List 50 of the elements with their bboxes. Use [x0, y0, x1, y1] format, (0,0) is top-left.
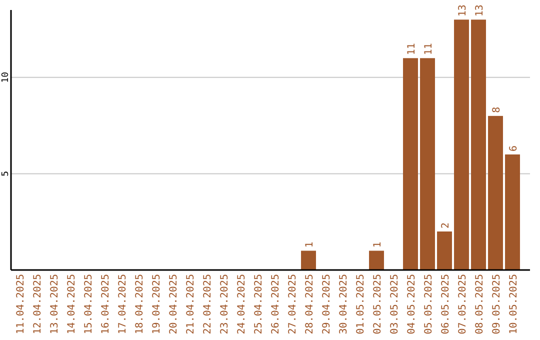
bar: [301, 250, 316, 270]
data-label: 13: [474, 4, 486, 17]
x-tick-label: 05.05.2025: [424, 274, 434, 334]
data-label: 11: [424, 43, 434, 56]
bar: [403, 58, 418, 270]
x-tick-label: 07.05.2025: [458, 274, 468, 334]
x-tick-label: 27.04.2025: [288, 274, 298, 334]
bar: [420, 58, 435, 270]
x-tick-label: 02.05.2025: [372, 274, 384, 334]
y-tick-label: 10: [1, 72, 11, 83]
bar: [369, 250, 384, 270]
y-tick-label: 5: [1, 170, 11, 176]
x-tick-label: 24.04.2025: [236, 274, 248, 334]
x-tick-label: 29.04.2025: [322, 274, 332, 334]
x-tick-label: 03.05.2025: [390, 274, 400, 334]
x-tick-label: 20.04.2025: [168, 274, 180, 334]
bar: [471, 20, 486, 270]
x-tick-label: 01.05.2025: [356, 274, 366, 334]
data-label: 1: [304, 242, 316, 248]
x-tick-label: 16.04.2025: [100, 274, 112, 334]
x-tick-label: 26.04.2025: [270, 274, 282, 334]
x-tick-label: 21.04.2025: [186, 274, 196, 334]
data-label: 6: [508, 145, 520, 152]
bar: [488, 116, 503, 270]
x-tick-label: 09.05.2025: [492, 274, 502, 334]
x-tick-label: 22.04.2025: [202, 274, 214, 334]
bar: [454, 20, 469, 270]
x-tick-label: 23.04.2025: [220, 274, 230, 334]
data-label: 1: [372, 242, 384, 248]
x-tick-label: 14.04.2025: [66, 274, 78, 334]
x-tick-label: 30.04.2025: [338, 274, 350, 334]
data-label: 2: [440, 222, 452, 228]
x-tick-label: 12.04.2025: [32, 274, 44, 334]
x-tick-label: 25.04.2025: [254, 274, 264, 334]
x-tick-label: 28.04.2025: [304, 274, 316, 334]
x-tick-label: 17.04.2025: [118, 274, 128, 334]
x-tick-label: 10.05.2025: [508, 274, 520, 334]
x-tick-label: 18.04.2025: [134, 274, 146, 334]
x-tick-label: 13.04.2025: [50, 274, 60, 334]
x-tick-label: 04.05.2025: [406, 274, 418, 334]
x-tick-label: 08.05.2025: [474, 274, 486, 334]
data-label: 11: [406, 43, 418, 56]
data-label: 13: [458, 4, 468, 17]
x-tick-label: 06.05.2025: [440, 274, 452, 334]
data-label: 8: [492, 106, 502, 113]
bar: [437, 231, 452, 270]
x-tick-label: 15.04.2025: [84, 274, 94, 334]
x-tick-label: 19.04.2025: [152, 274, 162, 334]
bar: [505, 154, 520, 270]
x-tick-label: 11.04.2025: [16, 274, 26, 334]
